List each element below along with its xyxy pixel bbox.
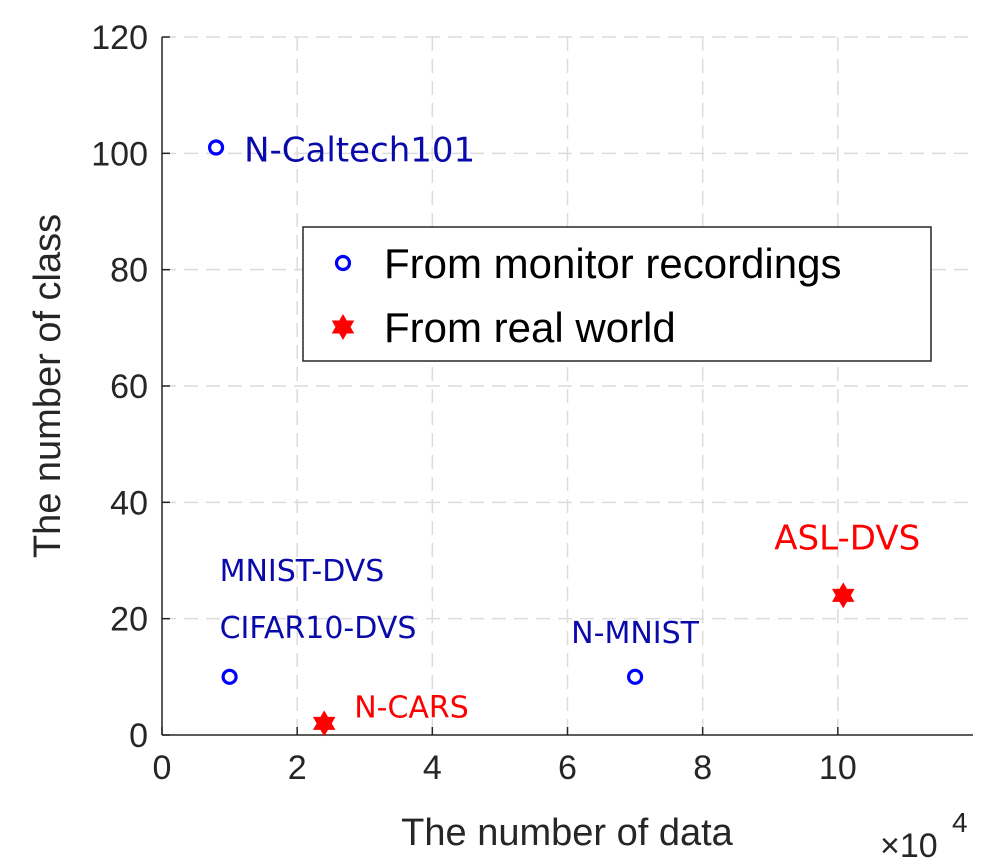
y-tick-label: 80 xyxy=(110,252,148,290)
point-label: N-CARS xyxy=(354,690,469,725)
y-tick-label: 40 xyxy=(110,484,148,522)
y-tick-label: 20 xyxy=(110,601,148,639)
data-point-circle xyxy=(626,668,644,685)
x-tick-label: 8 xyxy=(693,749,712,787)
x-axis-label: The number of data xyxy=(401,812,734,854)
point-label: N-MNIST xyxy=(571,616,699,651)
data-point-circle xyxy=(207,139,225,156)
y-tick-label: 60 xyxy=(110,368,148,406)
x-tick-label: 10 xyxy=(819,749,857,787)
y-tick-label: 0 xyxy=(129,717,148,755)
y-axis-label: The number of class xyxy=(27,214,69,558)
x-tick-label: 6 xyxy=(558,749,577,787)
x-tick-label: 0 xyxy=(153,749,172,787)
y-tick-label: 100 xyxy=(91,135,148,173)
data-marks xyxy=(207,139,855,737)
x-exponent-base: ×10 xyxy=(880,827,938,863)
x-exponent-power: 4 xyxy=(952,807,968,838)
legend-marker-star xyxy=(331,314,355,340)
y-tick-label: 120 xyxy=(91,19,148,57)
legend-marker-circle xyxy=(334,254,352,272)
x-tick-label: 4 xyxy=(423,749,442,787)
legend-label-real-world: From real world xyxy=(384,304,676,351)
grid-lines xyxy=(162,36,973,735)
point-label: CIFAR10-DVS xyxy=(220,611,417,646)
point-label: N-Caltech101 xyxy=(244,131,475,171)
x-tick-label: 2 xyxy=(288,749,307,787)
point-label: MNIST-DVS xyxy=(220,554,385,589)
legend-circle xyxy=(334,254,352,272)
data-point-star xyxy=(312,710,336,737)
x-axis-exponent: ×10 4 xyxy=(880,807,968,863)
data-point-star xyxy=(831,582,855,609)
axes xyxy=(161,36,973,736)
legend: From monitor recordings From real world xyxy=(302,226,932,362)
data-point-circle xyxy=(221,668,238,685)
legend-box xyxy=(302,226,932,362)
point-label: ASL-DVS xyxy=(774,518,920,558)
legend-star xyxy=(331,314,355,340)
point-labels: N-Caltech101 MNIST-DVS CIFAR10-DVS N-MNIST N… xyxy=(220,131,921,726)
legend-label-monitor: From monitor recordings xyxy=(384,240,841,287)
